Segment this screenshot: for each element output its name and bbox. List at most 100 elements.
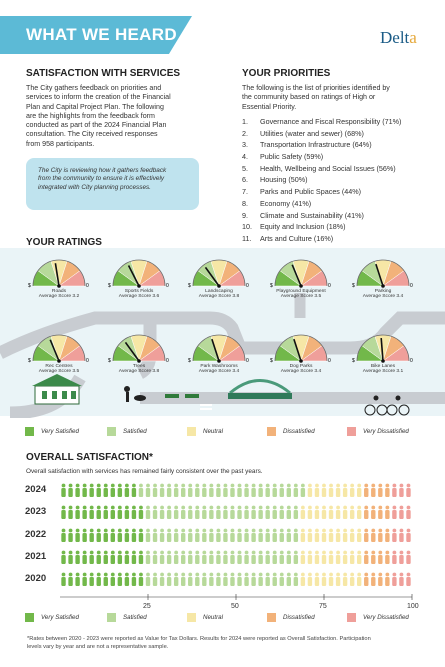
person-mark bbox=[173, 550, 179, 564]
person-mark bbox=[314, 572, 320, 587]
person-mark bbox=[202, 550, 207, 564]
person-mark bbox=[61, 550, 66, 564]
legend-item: Very Dissatisfied bbox=[347, 613, 409, 622]
gauge-min-label: $ bbox=[352, 358, 355, 363]
person-mark bbox=[307, 528, 313, 542]
priority-number: 7. bbox=[242, 187, 248, 197]
gauge-name: Playground Equipment bbox=[276, 289, 326, 294]
gauge-min-label: $ bbox=[352, 283, 355, 288]
person-mark bbox=[96, 550, 101, 564]
person-mark bbox=[96, 572, 101, 587]
person-mark bbox=[230, 483, 235, 497]
gauge-rim bbox=[112, 259, 166, 287]
legend-label: Satisfied bbox=[123, 614, 147, 621]
person-mark bbox=[209, 528, 214, 542]
priority-item: 11. Arts and Culture (16%) bbox=[242, 234, 432, 246]
person-mark bbox=[202, 528, 207, 542]
gauge-needle bbox=[127, 265, 140, 287]
person-mark bbox=[96, 528, 101, 542]
year-label: 2022 bbox=[25, 528, 47, 540]
person-mark bbox=[237, 505, 242, 520]
person-mark bbox=[230, 505, 235, 520]
person-mark bbox=[392, 550, 397, 564]
person-mark bbox=[181, 505, 186, 520]
gauge-score: Average Score 3.5 bbox=[280, 294, 322, 299]
person-mark bbox=[265, 505, 270, 520]
person-mark bbox=[124, 572, 130, 587]
person-mark bbox=[166, 550, 172, 564]
person-mark bbox=[68, 505, 73, 520]
person-mark bbox=[300, 505, 306, 520]
person-mark bbox=[237, 483, 242, 497]
person-mark bbox=[82, 483, 87, 497]
legend-label: Dissatisfied bbox=[283, 614, 315, 621]
note-line: integrated with City planning processes. bbox=[38, 183, 151, 191]
person-mark bbox=[364, 550, 369, 564]
legend-swatch bbox=[25, 427, 34, 436]
person-mark bbox=[237, 550, 242, 564]
person-mark bbox=[378, 505, 383, 520]
gauge-min-label: $ bbox=[188, 283, 191, 288]
person-mark bbox=[223, 505, 228, 520]
gauge-name: Landscaping bbox=[205, 289, 233, 294]
gauge-dial: $0 bbox=[108, 334, 169, 363]
person-mark bbox=[258, 528, 263, 542]
year-label: 2020 bbox=[25, 573, 47, 585]
gauge-score: Average Score 3.1 bbox=[362, 369, 404, 374]
gauge-max-label: 0 bbox=[86, 283, 89, 288]
person-mark bbox=[195, 572, 200, 587]
person-mark bbox=[251, 483, 256, 497]
person-mark bbox=[131, 505, 137, 520]
person-mark bbox=[307, 550, 313, 564]
person-mark bbox=[364, 572, 369, 587]
priorities-heading: YOUR PRIORITIES bbox=[242, 68, 331, 79]
person-mark bbox=[117, 528, 123, 542]
person-mark bbox=[138, 528, 144, 542]
person-mark bbox=[335, 528, 341, 542]
person-mark bbox=[216, 550, 221, 564]
person-mark bbox=[399, 550, 404, 564]
legend-swatch bbox=[107, 613, 116, 622]
legend-swatch bbox=[347, 427, 356, 436]
person-mark bbox=[110, 550, 115, 564]
gauge: $0 Playground Equipment Average Score 3.5 bbox=[270, 254, 332, 299]
priority-item: 6. Housing (50%) bbox=[242, 175, 432, 187]
person-mark bbox=[145, 505, 151, 520]
year-row bbox=[61, 572, 411, 587]
gauge-rim bbox=[112, 334, 166, 362]
axis-line bbox=[60, 594, 413, 600]
person-mark bbox=[307, 505, 313, 520]
person-mark bbox=[75, 528, 80, 542]
gauge-max-label: 0 bbox=[328, 358, 331, 363]
person-mark bbox=[251, 505, 256, 520]
person-mark bbox=[328, 550, 334, 564]
person-mark bbox=[117, 572, 123, 587]
person-mark bbox=[399, 483, 404, 497]
person-mark bbox=[272, 550, 277, 564]
year-label: 2023 bbox=[25, 506, 47, 518]
gauge-score: Average Score 3.8 bbox=[118, 369, 160, 374]
person-mark bbox=[209, 572, 214, 587]
gauge-max-label: 0 bbox=[410, 283, 413, 288]
person-mark bbox=[392, 572, 397, 587]
person-mark bbox=[159, 572, 165, 587]
gauge-hub bbox=[57, 359, 61, 363]
legend-item: Very Satisfied bbox=[25, 613, 79, 622]
person-mark bbox=[68, 483, 73, 497]
priority-item: 2. Utilities (water and sewer) (68%) bbox=[242, 129, 432, 141]
person-mark bbox=[300, 572, 306, 587]
gauge-min-label: $ bbox=[108, 283, 111, 288]
person-mark bbox=[145, 483, 151, 497]
person-mark bbox=[406, 550, 411, 564]
priority-text: Climate and Sustainability (41%) bbox=[260, 210, 364, 220]
person-mark bbox=[371, 550, 376, 564]
gauge-dial: $0 bbox=[188, 259, 249, 288]
gauge-name: Trees bbox=[132, 364, 146, 369]
person-mark bbox=[124, 550, 130, 564]
gauge-max-label: 0 bbox=[410, 358, 413, 363]
person-mark bbox=[251, 572, 256, 587]
priority-item: 9. Climate and Sustainability (41%) bbox=[242, 211, 432, 223]
person-mark bbox=[216, 528, 221, 542]
gauge-score: Average Score 3.6 bbox=[118, 294, 160, 299]
priority-item: 3. Transportation Infrastructure (64%) bbox=[242, 140, 432, 152]
